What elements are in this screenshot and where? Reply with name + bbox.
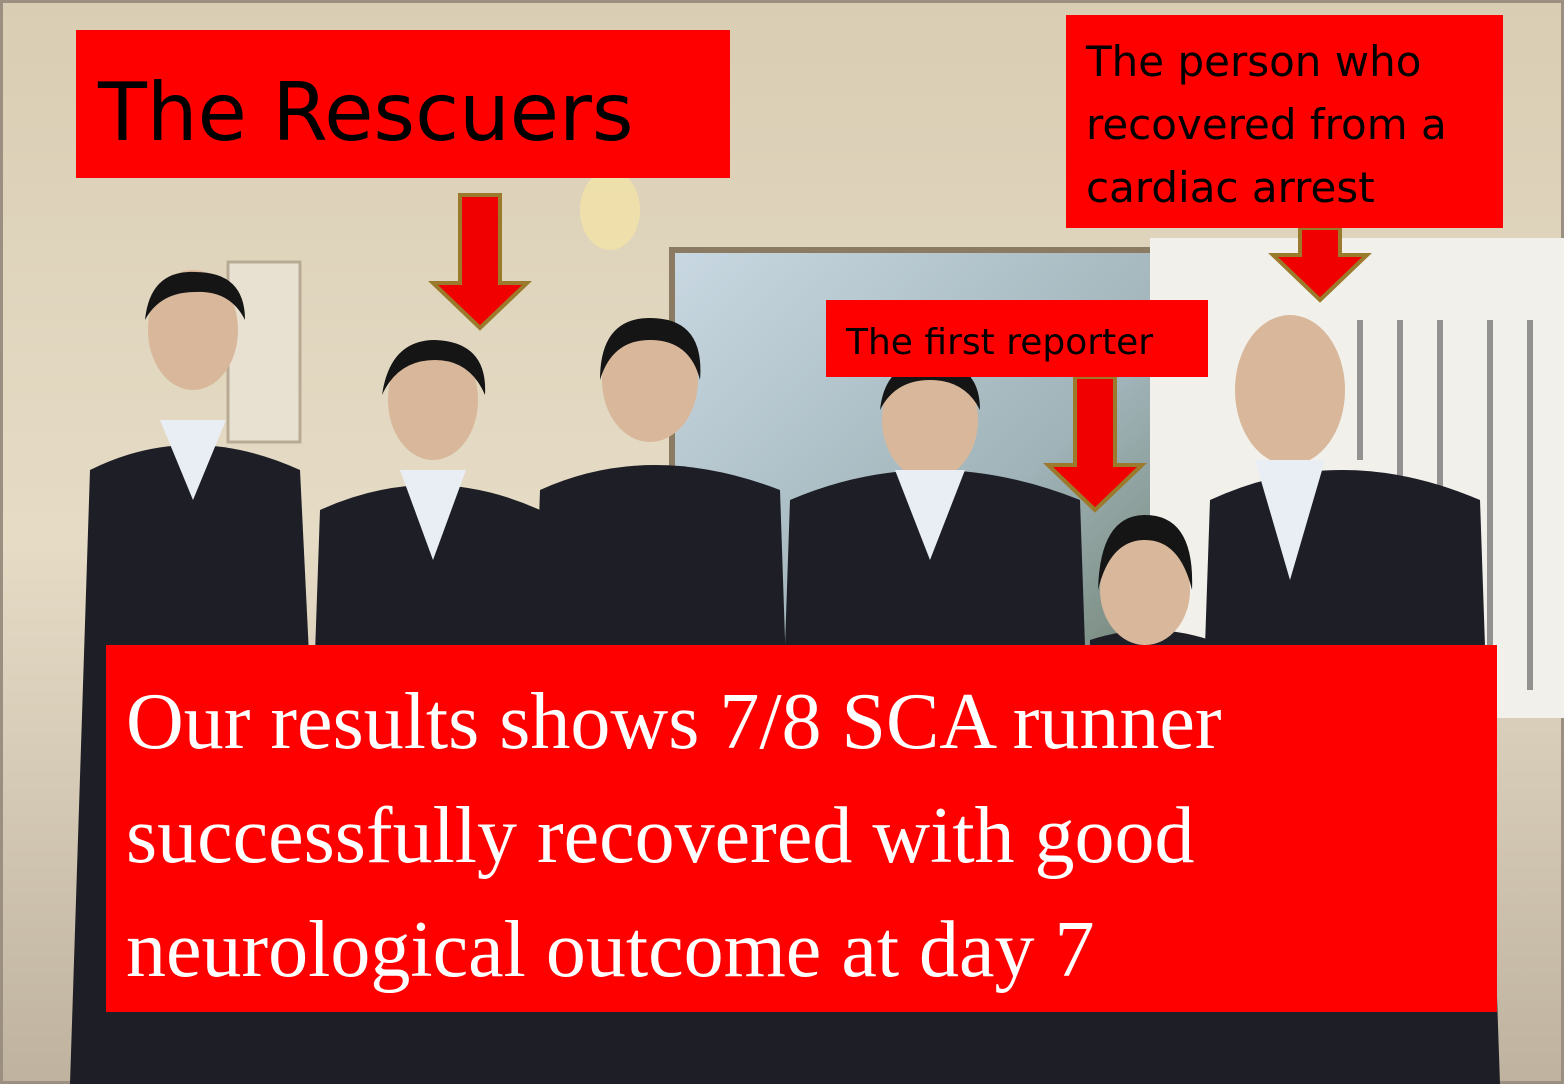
label-text: The Rescuers xyxy=(97,66,634,159)
label-text: cardiac arrest xyxy=(1086,163,1375,212)
label-text: successfully recovered with good xyxy=(126,792,1195,880)
label-text: The first reporter xyxy=(845,322,1153,363)
label-text: recovered from a xyxy=(1086,100,1447,149)
slide: The Rescuers The person who recovered fr… xyxy=(0,0,1564,1084)
label-text: The person who xyxy=(1085,37,1421,86)
label-text: neurological outcome at day 7 xyxy=(126,906,1095,994)
label-text: Our results shows 7/8 SCA runner xyxy=(126,678,1222,766)
